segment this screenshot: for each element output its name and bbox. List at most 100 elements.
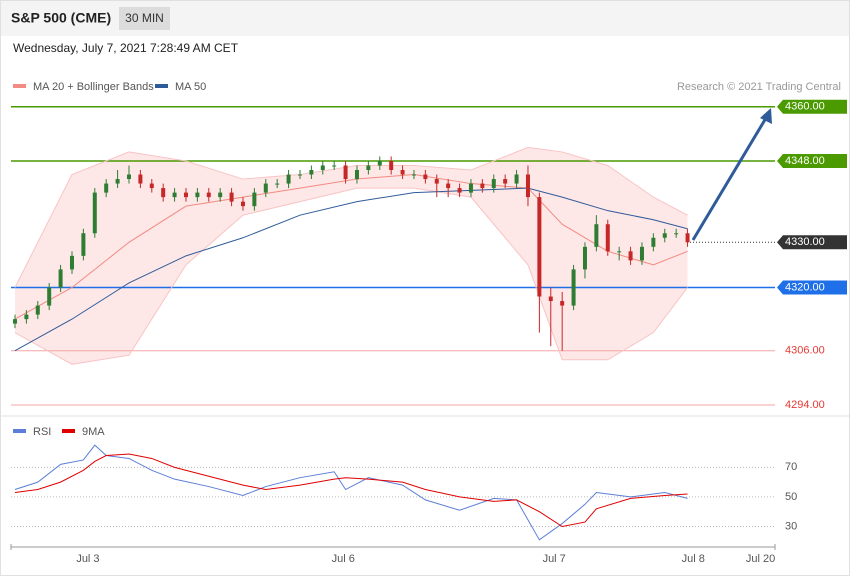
series-line <box>14 453 688 528</box>
legend-swatch <box>13 429 26 433</box>
candle-body <box>195 192 200 198</box>
x-tick-label: Jul 7 <box>543 553 566 565</box>
candle-body <box>354 170 359 180</box>
series-line <box>14 444 688 541</box>
candle-body <box>423 174 428 180</box>
candle-body <box>411 174 416 176</box>
candle-body <box>183 192 188 198</box>
candle-body <box>434 179 439 184</box>
level-label: 4348.00 <box>785 155 825 167</box>
credit: Research © 2021 Trading Central <box>677 81 841 93</box>
indicator-line <box>14 187 688 352</box>
legend-label: MA 20 + Bollinger Bands <box>33 81 154 93</box>
indicator-line <box>14 187 688 365</box>
candle-body <box>138 174 143 184</box>
candle-body <box>240 201 245 207</box>
candle-body <box>92 192 97 234</box>
candle-body <box>457 188 462 193</box>
candle-body <box>149 183 154 189</box>
candle-body <box>674 233 679 235</box>
candle-body <box>172 192 177 198</box>
interval-badge <box>119 7 170 30</box>
candle-body <box>252 192 257 207</box>
candle-body <box>560 301 565 306</box>
candle-body <box>662 233 667 238</box>
candle-body <box>491 179 496 189</box>
candle-body <box>605 224 610 252</box>
candle-body <box>525 174 530 198</box>
candle-body <box>115 179 120 184</box>
projection-arrow <box>691 117 768 241</box>
candle-body <box>320 165 325 171</box>
candle-body <box>81 233 86 256</box>
candle-body <box>366 165 371 171</box>
level-tag <box>777 99 847 114</box>
candle-body <box>400 170 405 175</box>
level-tag <box>777 280 847 295</box>
candle-body <box>309 170 314 175</box>
bollinger-fill <box>14 147 688 365</box>
candle-body <box>617 251 622 253</box>
candle-body <box>343 165 348 180</box>
candle-body <box>571 269 576 306</box>
level-label: 4306.00 <box>785 345 825 357</box>
candle-body <box>161 188 166 198</box>
interval-label: 30 MIN <box>125 11 164 25</box>
candle-body <box>389 160 394 171</box>
candle-body <box>229 192 234 202</box>
level-label: 4320.00 <box>785 281 825 293</box>
legend-swatch <box>13 84 26 88</box>
indicator-line <box>14 146 688 288</box>
candle-body <box>628 251 633 261</box>
candle-body <box>35 305 40 315</box>
y-tick-label: 50 <box>785 491 797 503</box>
candle-body <box>651 237 656 247</box>
level-label: 4294.00 <box>785 399 825 411</box>
candle-body <box>286 174 291 184</box>
x-tick-label: Jul 3 <box>76 553 99 565</box>
x-tick-label: Jul 6 <box>332 553 355 565</box>
candle-body <box>297 174 302 176</box>
candle-body <box>537 197 542 297</box>
candle-body <box>480 183 485 189</box>
level-label: 4330.00 <box>785 236 825 248</box>
candle-body <box>47 287 52 306</box>
instrument-title: S&P 500 (CME) <box>11 10 111 26</box>
projection-arrowhead <box>760 108 772 124</box>
level-tag <box>777 153 847 168</box>
legend-label: MA 50 <box>175 81 206 93</box>
candle-body <box>468 183 473 193</box>
candle-body <box>514 174 519 184</box>
level-tag <box>777 235 847 250</box>
candle-body <box>206 192 211 198</box>
candle-body <box>263 183 268 193</box>
candle-body <box>126 174 131 180</box>
candle-body <box>594 224 599 247</box>
x-tick-label: Jul 20 <box>746 553 775 565</box>
legend-swatch <box>155 84 168 88</box>
x-tick-label: Jul 8 <box>682 553 705 565</box>
candle-body <box>685 233 690 243</box>
candle-body <box>69 255 74 270</box>
legend-label: RSI <box>33 426 51 438</box>
indicator-line <box>14 174 688 320</box>
y-tick-label: 70 <box>785 461 797 473</box>
candle-body <box>104 183 109 193</box>
legend-swatch <box>62 429 75 433</box>
candle-body <box>12 319 17 324</box>
candle-body <box>446 183 451 189</box>
candle-body <box>218 192 223 198</box>
timestamp: Wednesday, July 7, 2021 7:28:49 AM CET <box>13 41 239 55</box>
candle-body <box>377 160 382 166</box>
candle-body <box>275 183 280 185</box>
candle-body <box>639 246 644 261</box>
legend-label: 9MA <box>82 426 105 438</box>
candle-body <box>582 246 587 270</box>
candle-body <box>332 165 337 167</box>
y-tick-label: 30 <box>785 520 797 532</box>
candle-body <box>24 314 29 320</box>
candle-body <box>548 296 553 302</box>
candle-body <box>58 269 63 288</box>
candle-body <box>503 179 508 184</box>
